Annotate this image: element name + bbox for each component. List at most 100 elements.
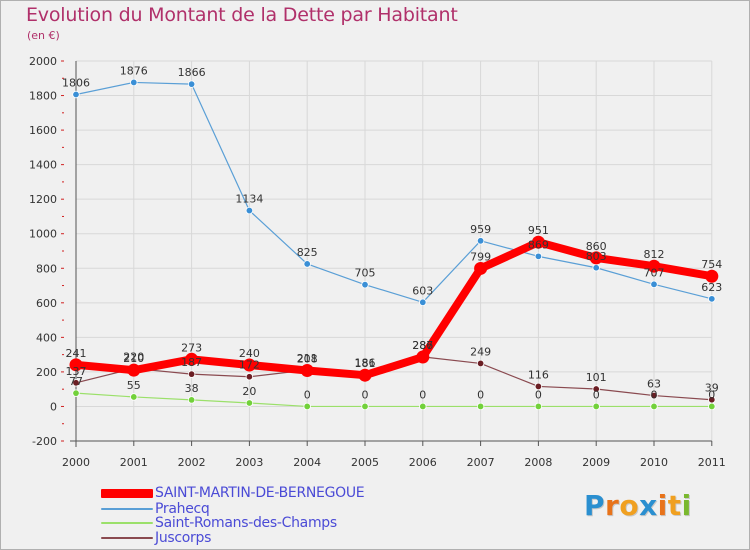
data-point xyxy=(650,280,658,289)
data-labels: 137 220 187 172 211 186 287 249 116 101 63 39 77 55 38… xyxy=(62,64,722,401)
data-label: 240 xyxy=(239,347,260,360)
data-label: 241 xyxy=(66,347,87,360)
data-label: 951 xyxy=(528,224,549,237)
data-label: 208 xyxy=(297,353,318,366)
y-tick-label: -200 xyxy=(32,435,57,448)
data-label: 20 xyxy=(242,385,256,398)
grid xyxy=(75,60,713,442)
legend-label: Saint-Romans-des-Champs xyxy=(155,515,337,531)
data-label: 754 xyxy=(701,258,722,271)
brand-letter: x xyxy=(639,489,658,522)
x-tick-label: 2008 xyxy=(524,456,552,469)
data-point xyxy=(647,259,661,273)
legend-swatch xyxy=(101,522,153,524)
data-point xyxy=(592,402,600,411)
y-tick-label: 200 xyxy=(36,366,57,379)
legend-label: Juscorps xyxy=(155,530,212,546)
data-point xyxy=(300,364,314,378)
data-label: 803 xyxy=(586,250,607,263)
legend-swatch xyxy=(101,537,153,539)
brand-letter: i xyxy=(657,489,668,522)
legend-item-prahecq: Prahecq xyxy=(101,501,210,517)
data-label: 0 xyxy=(535,388,542,401)
brand-logo: Proxiti xyxy=(584,489,692,522)
data-point xyxy=(534,382,543,391)
data-point xyxy=(592,264,600,272)
data-label: 172 xyxy=(239,359,260,372)
data-point xyxy=(476,402,485,411)
legend-item-saint-romans: Saint-Romans-des-Champs xyxy=(101,515,337,531)
data-point xyxy=(187,80,196,88)
data-label: 707 xyxy=(644,266,665,279)
data-point xyxy=(361,280,369,289)
series-line xyxy=(75,392,713,408)
data-label: 101 xyxy=(586,371,607,384)
data-label: 210 xyxy=(123,352,144,365)
x-tick-label: 2000 xyxy=(62,456,90,469)
y-tick-label: 2000 xyxy=(29,55,57,68)
data-label: 1866 xyxy=(178,66,206,79)
data-label: 286 xyxy=(412,339,433,352)
data-label: 181 xyxy=(355,357,376,370)
data-label: 137 xyxy=(66,365,87,378)
data-label: 63 xyxy=(647,378,661,391)
y-tick-label: 1000 xyxy=(29,228,57,241)
data-label: 0 xyxy=(477,388,484,401)
data-point xyxy=(185,352,199,366)
data-point xyxy=(303,402,311,411)
y-tick-label: 600 xyxy=(36,297,57,310)
data-label: 705 xyxy=(355,267,376,280)
x-tick-label: 2002 xyxy=(178,456,206,469)
x-tick-label: 2004 xyxy=(293,456,321,469)
data-label: 1134 xyxy=(235,193,263,206)
data-label: 38 xyxy=(185,382,199,395)
data-label: 77 xyxy=(69,375,83,388)
y-tick-label: 1600 xyxy=(29,124,57,137)
data-point xyxy=(650,391,658,400)
data-point xyxy=(592,385,600,393)
data-label: 603 xyxy=(412,284,433,297)
data-label: 0 xyxy=(362,388,369,401)
y-tick-label: 1400 xyxy=(29,159,57,172)
data-label: 0 xyxy=(419,388,426,401)
data-label: 187 xyxy=(181,356,202,369)
series-line xyxy=(72,238,716,380)
series-layer xyxy=(69,78,719,411)
data-label: 39 xyxy=(705,382,719,395)
data-point xyxy=(531,235,545,249)
chart-title: Evolution du Montant de la Dette par Hab… xyxy=(26,4,458,26)
y-tick-label: 1200 xyxy=(29,193,57,206)
data-point xyxy=(72,90,80,99)
data-point xyxy=(245,399,254,407)
brand-letter: i xyxy=(681,489,692,522)
data-point xyxy=(419,402,427,411)
data-point xyxy=(130,78,138,87)
data-label: 249 xyxy=(470,345,491,358)
data-label: 825 xyxy=(297,246,318,259)
data-point xyxy=(245,206,254,215)
data-point xyxy=(708,295,716,303)
data-point xyxy=(242,358,256,372)
data-label: 860 xyxy=(586,240,607,253)
brand-letter: P xyxy=(584,489,606,522)
data-point xyxy=(705,269,719,283)
data-label: 116 xyxy=(528,368,549,381)
data-label: 0 xyxy=(593,388,600,401)
data-point xyxy=(361,402,369,411)
x-tick-label: 2003 xyxy=(235,456,263,469)
data-point xyxy=(69,358,83,372)
x-tick-label: 2009 xyxy=(582,456,610,469)
data-label: 0 xyxy=(304,388,311,401)
data-label: 959 xyxy=(470,223,491,236)
data-label: 1876 xyxy=(120,64,148,77)
data-point xyxy=(476,237,485,245)
data-point xyxy=(187,396,196,404)
chart-unit: (en €) xyxy=(27,29,60,42)
data-point xyxy=(130,393,138,401)
data-point xyxy=(245,373,254,381)
y-tick-label: 800 xyxy=(36,262,57,275)
legend-swatch xyxy=(101,488,153,498)
data-point xyxy=(419,298,427,306)
data-label: 799 xyxy=(470,250,491,263)
